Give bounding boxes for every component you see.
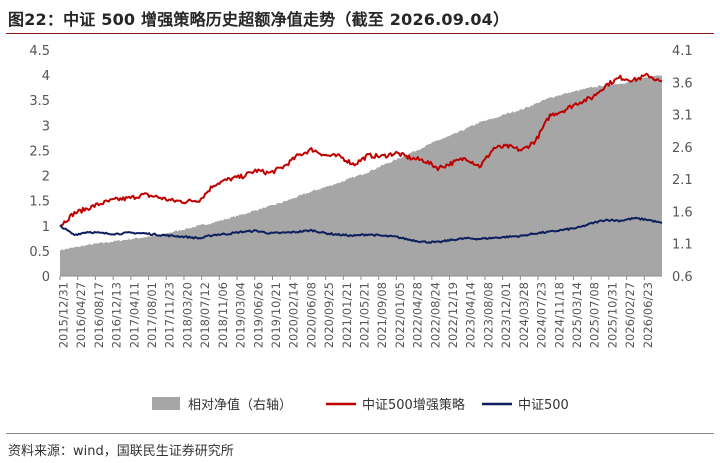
x-tick-label: 2018/11/06 — [216, 282, 230, 348]
x-tick-label: 2020/09/25 — [322, 282, 336, 348]
x-tick-label: 2025/03/14 — [570, 282, 584, 348]
y-left-tick-label: 4.5 — [29, 44, 50, 59]
y-left-tick-label: 0 — [42, 270, 50, 285]
x-tick-label: 2023/08/08 — [481, 282, 495, 348]
x-tick-label: 2026/06/23 — [641, 282, 655, 348]
x-tick-label: 2019/10/21 — [269, 282, 283, 348]
y-left-tick-label: 4 — [42, 69, 50, 84]
y-left-tick-label: 2 — [42, 170, 50, 185]
x-tick-label: 2021/05/21 — [358, 282, 372, 348]
source-rule — [6, 433, 714, 434]
x-tick-label: 2025/07/08 — [588, 282, 602, 348]
y-left-tick-label: 1 — [42, 220, 50, 235]
y-left-tick-label: 3.5 — [29, 94, 50, 109]
x-tick-label: 2016/12/13 — [110, 282, 124, 348]
x-tick-label: 2018/03/20 — [180, 282, 194, 348]
y-right-tick-label: 3.6 — [672, 76, 693, 91]
y-left-tick-label: 1.5 — [29, 195, 50, 210]
y-right-tick-label: 1.6 — [672, 205, 693, 220]
x-tick-label: 2026/02/27 — [623, 282, 637, 348]
x-tick-label: 2025/10/31 — [605, 282, 619, 348]
figure-title: 图22：中证 500 增强策略历史超额净值走势（截至 2026.09.04） — [8, 10, 510, 29]
y-right-tick-label: 4.1 — [672, 44, 693, 59]
y-right-tick-label: 0.6 — [672, 270, 693, 285]
x-tick-label: 2022/04/28 — [411, 282, 425, 348]
x-tick-label: 2017/08/01 — [145, 282, 159, 348]
x-tick-label: 2021/09/08 — [375, 282, 389, 348]
x-tick-label: 2022/01/05 — [393, 282, 407, 348]
x-tick-label: 2022/12/19 — [446, 282, 460, 348]
x-tick-label: 2020/06/08 — [304, 282, 318, 348]
legend-label: 相对净值（右轴） — [188, 397, 292, 413]
x-tick-label: 2015/12/31 — [57, 282, 71, 348]
strategy-line — [59, 72, 663, 228]
relative-nav-area — [60, 75, 662, 276]
title-rule — [6, 33, 714, 34]
x-tick-label: 2024/11/18 — [552, 282, 566, 348]
x-tick-label: 2024/03/28 — [517, 282, 531, 348]
legend-area-swatch — [152, 397, 180, 410]
x-tick-label: 2017/04/11 — [127, 282, 141, 348]
legend-label: 中证500增强策略 — [362, 397, 465, 413]
x-tick-label: 2020/02/14 — [287, 282, 301, 348]
x-tick-label: 2019/06/26 — [251, 282, 265, 348]
x-tick-label: 2021/01/21 — [340, 282, 354, 348]
x-tick-label: 2022/08/24 — [428, 282, 442, 348]
x-tick-label: 2019/03/04 — [234, 282, 248, 348]
y-left-tick-label: 3 — [42, 119, 50, 134]
y-left-tick-label: 0.5 — [29, 245, 50, 260]
x-tick-label: 2023/12/01 — [499, 282, 513, 348]
y-right-tick-label: 1.1 — [672, 238, 693, 253]
x-tick-label: 2016/04/27 — [74, 282, 88, 348]
chart: 0 0.5 1 1.5 2 2.5 3 3.5 4 4.5 0.6 1.1 1.6 2.1 2.6 3.1 3.… — [29, 44, 693, 413]
y-right-tick-label: 2.1 — [672, 173, 693, 188]
source-note: 资料来源：wind，国联民生证券研究所 — [8, 444, 234, 459]
x-tick-label: 2018/07/12 — [198, 282, 212, 348]
x-tick-label: 2017/11/23 — [163, 282, 177, 348]
y-left-tick-label: 2.5 — [29, 144, 50, 159]
x-tick-label: 2023/04/14 — [464, 282, 478, 348]
index-line — [59, 216, 663, 244]
y-right-tick-label: 2.6 — [672, 141, 693, 156]
x-tick-label: 2016/08/17 — [92, 282, 106, 348]
y-right-tick-label: 3.1 — [672, 109, 693, 124]
x-tick-label: 2024/07/23 — [535, 282, 549, 348]
legend-label: 中证500 — [518, 398, 569, 413]
